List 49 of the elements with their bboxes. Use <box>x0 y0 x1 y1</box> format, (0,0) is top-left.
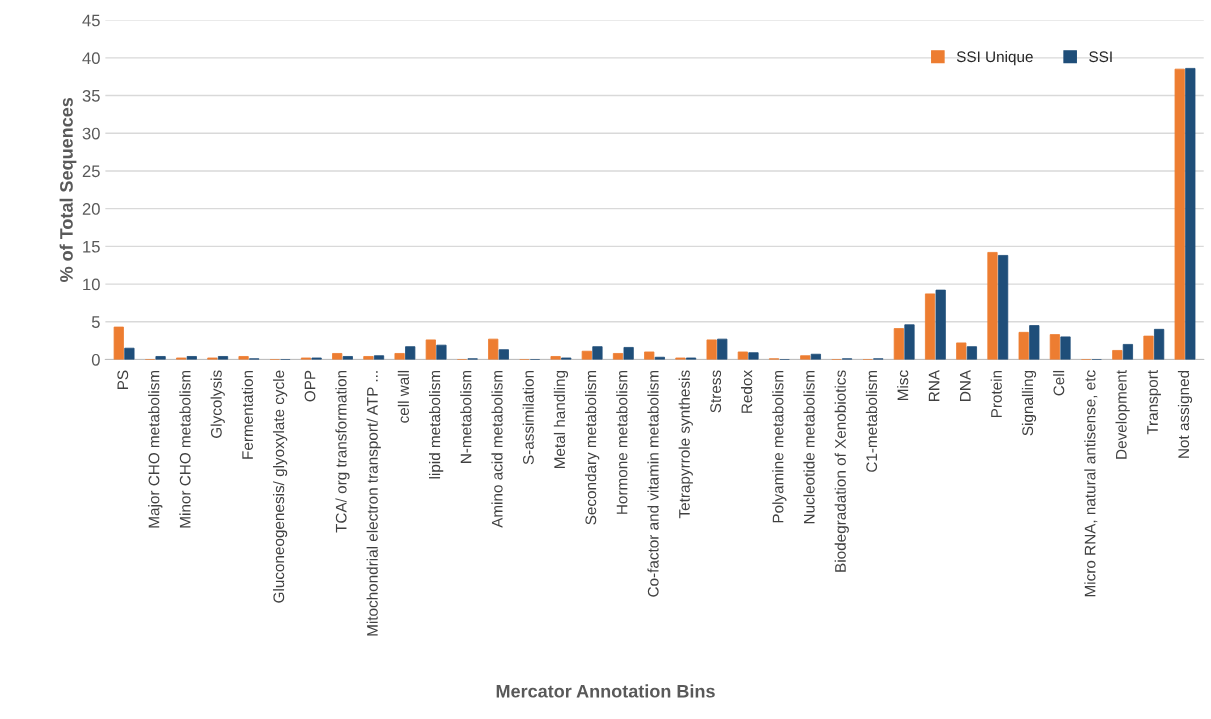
x-tick-label: Protein <box>990 370 1002 418</box>
x-tick-label: Signalling <box>1021 370 1037 436</box>
x-tick-label: Micro RNA, natural antisense, etc <box>1084 370 1098 597</box>
x-tick-label: Nucleotide metabolism <box>803 370 815 524</box>
x-tick-label: Glycolysis <box>210 370 225 438</box>
x-tick-label: cell wall <box>397 370 410 423</box>
y-tick-label: 45 <box>82 14 100 27</box>
x-tick-label: N-metabolism <box>460 370 472 463</box>
y-tick-label: 40 <box>82 52 100 65</box>
y-axis-title: % of Total Sequences <box>59 97 77 282</box>
x-tick-label: Minor CHO metabolism <box>179 370 191 528</box>
x-tick-label: Amino acid metabolism <box>491 370 503 528</box>
x-axis-title: Mercator Annotation Bins <box>496 684 715 698</box>
x-tick-label: Polyamine metabolism <box>772 370 787 523</box>
x-tick-label: Biodegradation of Xenobiotics <box>834 370 849 572</box>
x-tick-label: Redox <box>741 370 753 413</box>
x-tick-label: Major CHO metabolism <box>148 370 163 528</box>
x-tick-label: Transport <box>1147 370 1161 435</box>
x-tick-label: DNA <box>960 369 971 401</box>
x-tick-label: Misc <box>897 370 909 401</box>
x-tick-label: lipid metabolism <box>429 370 444 479</box>
y-tick-label: 15 <box>83 240 100 253</box>
x-tick-label: Fermentation <box>241 370 253 459</box>
x-tick-label: Development <box>1115 370 1130 459</box>
y-tick-label: 10 <box>83 278 100 291</box>
y-tick-label: 25 <box>82 165 100 178</box>
y-tick-label: 20 <box>82 203 100 215</box>
x-tick-label: Mitochondrial electron transport/ ATP ... <box>366 371 381 636</box>
y-tick-label: 30 <box>82 127 100 140</box>
x-tick-label: OPP <box>304 370 316 402</box>
y-tick-label: 35 <box>82 89 100 102</box>
x-tick-label: C1-metabolism <box>865 370 878 472</box>
legend-label: SSI Unique <box>956 50 1033 66</box>
x-tick-label: Metal handling <box>553 370 569 469</box>
y-tick-label: 0 <box>91 353 100 366</box>
x-tick-label: Co-factor and vitamin metabolism <box>647 370 659 597</box>
x-tick-label: Gluconeogenesis/ glyoxylate cycle <box>272 370 288 603</box>
x-tick-label: Hormone metabolism <box>616 370 628 514</box>
x-tick-label: S-assimilation <box>522 370 534 465</box>
x-tick-label: Not assigned <box>1177 370 1193 458</box>
x-tick-label: Stress <box>710 370 722 413</box>
x-tick-label: PS <box>117 370 129 390</box>
x-tick-label: TCA/ org transformation <box>335 370 350 533</box>
legend-label: SSI <box>1089 51 1112 63</box>
x-tick-label: Tetrapyrrole synthesis <box>678 370 693 519</box>
y-tick-label: 5 <box>91 316 100 328</box>
x-tick-label: Secondary metabolism <box>585 370 600 525</box>
x-tick-label: Cell <box>1053 370 1065 396</box>
x-tick-label: RNA <box>928 369 940 401</box>
